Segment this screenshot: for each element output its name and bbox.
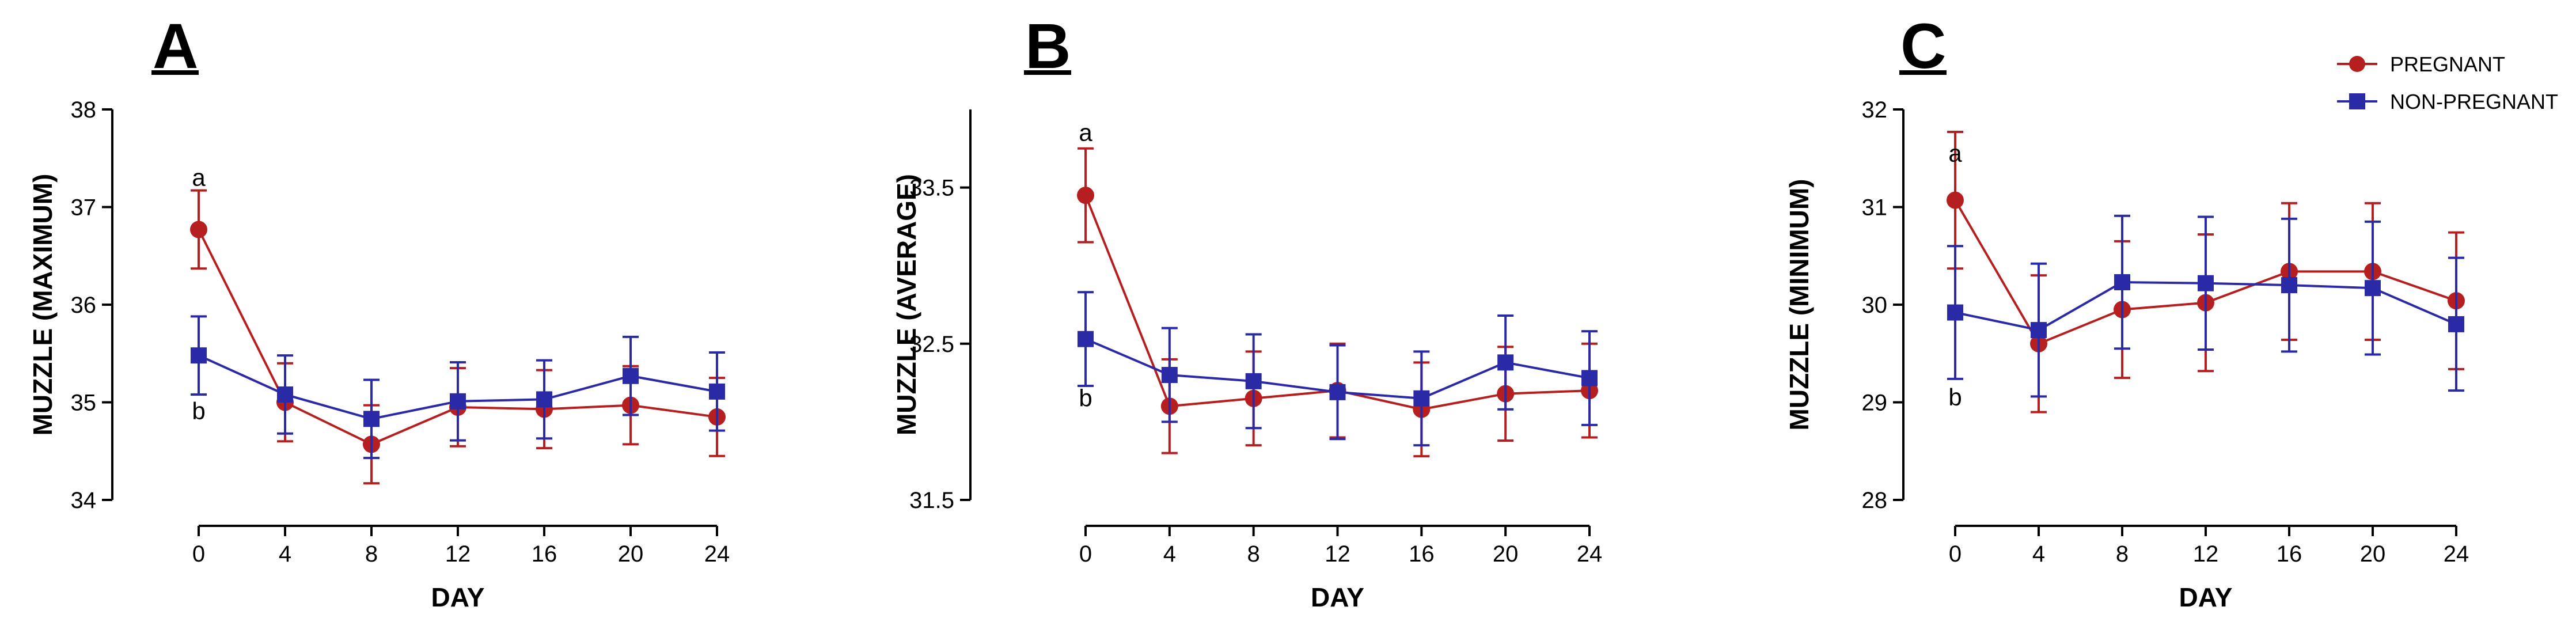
data-point-non-pregnant <box>1245 373 1262 389</box>
data-point-non-pregnant <box>363 411 380 427</box>
data-point-non-pregnant <box>709 383 725 400</box>
y-tick-label: 33.5 <box>909 176 954 201</box>
x-tick-label: 0 <box>192 541 205 567</box>
x-tick-label: 20 <box>618 541 644 567</box>
x-tick-label: 16 <box>1409 541 1435 567</box>
x-tick-label: 8 <box>2116 541 2129 567</box>
x-tick-label: 24 <box>704 541 730 567</box>
panel-letter-b: B <box>1025 11 1071 82</box>
y-tick-label: 37 <box>71 195 97 221</box>
data-point-non-pregnant <box>277 386 293 403</box>
y-tick-label: 30 <box>1862 293 1888 318</box>
data-point-non-pregnant <box>1078 331 1094 347</box>
data-point-pregnant <box>1077 187 1094 204</box>
x-tick-label: 20 <box>2360 541 2386 567</box>
significance-letter: a <box>1079 119 1092 146</box>
y-tick-label: 34 <box>71 488 97 513</box>
y-tick-label: 31.5 <box>909 488 954 513</box>
x-tick-label: 24 <box>2444 541 2469 567</box>
x-tick-label: 12 <box>2193 541 2219 567</box>
data-point-non-pregnant <box>1329 384 1346 400</box>
y-tick-label: 35 <box>71 390 97 416</box>
data-point-non-pregnant <box>1161 367 1178 384</box>
series-non-pregnant <box>1947 214 2464 398</box>
data-point-non-pregnant <box>1497 354 1514 371</box>
significance-letter: a <box>1948 139 1962 166</box>
legend: PREGNANT NON-PREGNANT <box>2337 52 2558 113</box>
y-tick-label: 32.5 <box>909 332 954 357</box>
data-point-non-pregnant <box>536 391 552 408</box>
panel-a: A 34 35 36 37 38 0 4 8 12 16 20 24 DAY MUZZLE (MAXIMUM… <box>28 11 730 612</box>
y-tick-label: 29 <box>1862 390 1888 416</box>
data-point-non-pregnant <box>2031 322 2047 339</box>
significance-letter: b <box>192 397 205 424</box>
series-non-pregnant <box>191 315 725 460</box>
legend-marker-non-pregnant <box>2349 93 2365 109</box>
data-point-non-pregnant <box>1947 304 1963 321</box>
data-point-non-pregnant <box>1581 370 1598 386</box>
x-axis-title: DAY <box>1311 582 1364 612</box>
y-tick-label: 32 <box>1862 97 1888 123</box>
data-point-non-pregnant <box>1413 390 1430 407</box>
y-tick-label: 31 <box>1862 195 1888 221</box>
x-tick-label: 4 <box>279 541 291 567</box>
x-tick-label: 12 <box>445 541 471 567</box>
panel-b: B 31.5 32.5 33.5 0 4 8 12 16 20 24 DAY MUZZLE (AVERA… <box>891 11 1602 612</box>
legend-label-pregnant: PREGNANT <box>2390 52 2505 76</box>
x-tick-label: 0 <box>1079 541 1092 567</box>
x-tick-label: 24 <box>1577 541 1603 567</box>
panel-letter-a: A <box>153 11 198 82</box>
x-tick-label: 12 <box>1325 541 1350 567</box>
legend-entry-pregnant: PREGNANT <box>2337 52 2505 76</box>
y-axis-title: MUZZLE (MAXIMUM) <box>28 174 58 436</box>
data-point-non-pregnant <box>2114 274 2130 291</box>
x-tick-label: 16 <box>532 541 557 567</box>
data-point-pregnant <box>190 221 207 238</box>
data-point-non-pregnant <box>2365 280 2381 297</box>
significance-letter: b <box>1079 385 1092 412</box>
y-tick-label: 38 <box>71 97 97 123</box>
x-axis-title: DAY <box>431 582 485 612</box>
x-tick-label: 8 <box>1247 541 1260 567</box>
panel-c: C 28 29 30 31 32 0 4 8 12 16 20 24 DAY MUZZLE (MINIMUM… <box>1784 11 2469 612</box>
data-point-non-pregnant <box>450 393 466 410</box>
significance-letter: b <box>1948 384 1962 411</box>
data-point-non-pregnant <box>2448 316 2464 332</box>
data-point-non-pregnant <box>2198 275 2214 291</box>
x-tick-label: 0 <box>1949 541 1962 567</box>
x-tick-label: 4 <box>2032 541 2045 567</box>
y-axis-title: MUZZLE (AVERAGE) <box>891 174 921 435</box>
data-point-pregnant <box>1947 191 1964 209</box>
x-tick-label: 4 <box>1163 541 1176 567</box>
x-tick-label: 16 <box>2277 541 2302 567</box>
y-axis-title: MUZZLE (MINIMUM) <box>1784 179 1814 431</box>
data-point-non-pregnant <box>623 367 639 384</box>
legend-label-non-pregnant: NON-PREGNANT <box>2390 90 2558 113</box>
data-point-non-pregnant <box>191 347 207 364</box>
series-non-pregnant <box>1078 291 1598 447</box>
data-point-non-pregnant <box>2281 277 2297 294</box>
y-tick-label: 36 <box>71 293 97 318</box>
legend-marker-pregnant <box>2349 56 2365 72</box>
y-tick-label: 28 <box>1862 488 1888 513</box>
x-axis-title: DAY <box>2179 582 2233 612</box>
x-tick-label: 8 <box>365 541 378 567</box>
x-tick-label: 20 <box>1493 541 1519 567</box>
significance-letter: a <box>192 164 206 191</box>
panel-letter-c: C <box>1900 11 1946 82</box>
legend-entry-non-pregnant: NON-PREGNANT <box>2337 90 2558 113</box>
